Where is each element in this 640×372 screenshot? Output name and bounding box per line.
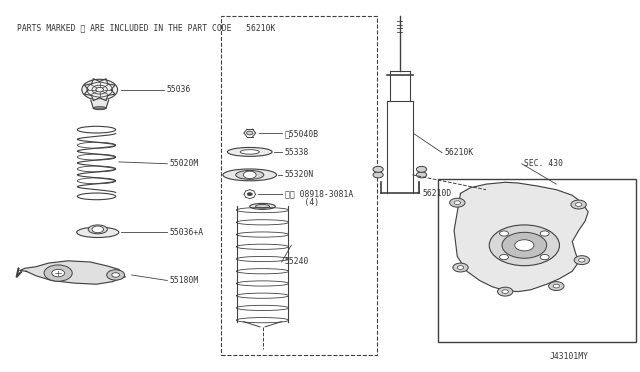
Circle shape: [458, 266, 464, 269]
Circle shape: [497, 287, 513, 296]
Circle shape: [502, 290, 508, 294]
Text: 55240: 55240: [285, 257, 309, 266]
Circle shape: [417, 172, 427, 178]
Circle shape: [548, 282, 564, 291]
Text: PARTS MARKED ※ ARE INCLUDED IN THE PART CODE   56210K: PARTS MARKED ※ ARE INCLUDED IN THE PART …: [17, 23, 275, 32]
Text: 55036: 55036: [167, 85, 191, 94]
Text: 56210K: 56210K: [445, 148, 474, 157]
Ellipse shape: [250, 203, 275, 209]
Text: J43101MY: J43101MY: [550, 352, 589, 361]
Ellipse shape: [236, 170, 264, 179]
Text: (4): (4): [285, 198, 319, 207]
Ellipse shape: [77, 227, 119, 237]
Ellipse shape: [240, 150, 259, 154]
Circle shape: [453, 263, 468, 272]
Circle shape: [44, 265, 72, 281]
Circle shape: [112, 273, 120, 277]
Circle shape: [52, 269, 65, 277]
Polygon shape: [91, 100, 109, 108]
Circle shape: [82, 79, 118, 100]
Circle shape: [243, 171, 256, 179]
Circle shape: [540, 231, 549, 236]
Text: 55180M: 55180M: [170, 276, 199, 285]
Text: 55036+A: 55036+A: [170, 228, 204, 237]
Text: 56210D: 56210D: [422, 189, 451, 198]
Text: ※Ⓝ 08918-3081A: ※Ⓝ 08918-3081A: [285, 190, 353, 199]
Circle shape: [454, 201, 461, 205]
Circle shape: [107, 270, 125, 280]
Circle shape: [373, 166, 383, 172]
Circle shape: [540, 254, 549, 260]
Text: ※55040B: ※55040B: [285, 129, 319, 139]
Circle shape: [92, 226, 104, 233]
Circle shape: [246, 131, 253, 135]
Bar: [221, 16, 378, 355]
Circle shape: [575, 203, 582, 206]
Circle shape: [500, 254, 509, 260]
Polygon shape: [20, 261, 125, 284]
Circle shape: [247, 193, 252, 196]
Ellipse shape: [223, 169, 276, 181]
Circle shape: [417, 166, 427, 172]
Text: 55320N: 55320N: [285, 170, 314, 179]
Ellipse shape: [88, 225, 108, 234]
Ellipse shape: [255, 205, 269, 208]
Circle shape: [553, 284, 559, 288]
Circle shape: [489, 225, 559, 266]
Ellipse shape: [227, 147, 272, 156]
Circle shape: [373, 172, 383, 178]
Ellipse shape: [93, 107, 106, 110]
Circle shape: [502, 232, 547, 258]
Polygon shape: [454, 182, 588, 292]
Circle shape: [571, 200, 586, 209]
Text: SEC. 430: SEC. 430: [524, 159, 563, 168]
Circle shape: [450, 198, 465, 207]
Circle shape: [500, 231, 509, 236]
Circle shape: [515, 240, 534, 251]
Circle shape: [574, 256, 589, 264]
Circle shape: [579, 258, 585, 262]
Bar: [438, 179, 636, 341]
Text: 55338: 55338: [285, 148, 309, 157]
Text: 55020M: 55020M: [170, 159, 199, 168]
